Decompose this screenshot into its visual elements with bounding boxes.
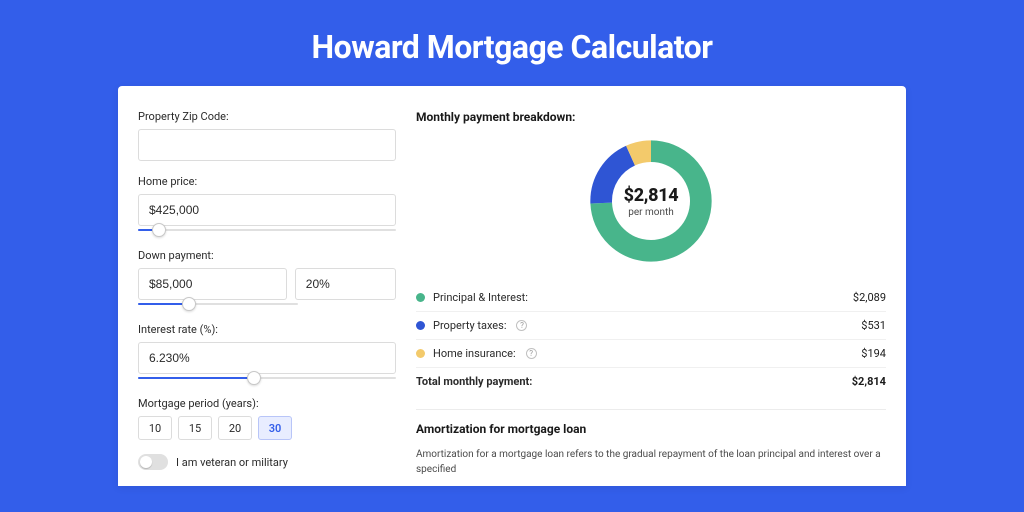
- interest-rate-input[interactable]: [138, 342, 396, 374]
- help-icon[interactable]: ?: [516, 320, 527, 331]
- legend-row: Principal & Interest: $2,089: [416, 284, 886, 312]
- zip-field: Property Zip Code:: [138, 110, 396, 161]
- donut-amount: $2,814: [624, 185, 679, 206]
- calculator-card: Property Zip Code: Home price: Down paym…: [118, 86, 906, 486]
- home-price-label: Home price:: [138, 175, 396, 188]
- veteran-row: I am veteran or military: [138, 454, 396, 470]
- interest-rate-field: Interest rate (%):: [138, 323, 396, 383]
- amortization-section: Amortization for mortgage loan Amortizat…: [416, 409, 886, 477]
- help-icon[interactable]: ?: [526, 348, 537, 359]
- period-label: Mortgage period (years):: [138, 397, 396, 410]
- legend: Principal & Interest: $2,089 Property taxe…: [416, 284, 886, 368]
- home-price-field: Home price:: [138, 175, 396, 235]
- veteran-label: I am veteran or military: [176, 456, 288, 469]
- legend-dot: [416, 293, 425, 302]
- period-field: Mortgage period (years): 10152030: [138, 397, 396, 440]
- legend-row: Property taxes:? $531: [416, 312, 886, 340]
- slider-thumb[interactable]: [247, 371, 261, 385]
- period-option-20[interactable]: 20: [218, 416, 252, 440]
- down-payment-amount-input[interactable]: [138, 268, 287, 300]
- home-price-input[interactable]: [138, 194, 396, 226]
- home-price-slider[interactable]: [138, 225, 396, 235]
- donut-chart: $2,814 per month: [416, 136, 886, 266]
- page-title: Howard Mortgage Calculator: [0, 0, 1024, 86]
- amortization-text: Amortization for a mortgage loan refers …: [416, 448, 886, 477]
- amortization-heading: Amortization for mortgage loan: [416, 422, 886, 436]
- veteran-toggle[interactable]: [138, 454, 168, 470]
- legend-dot: [416, 321, 425, 330]
- legend-value: $194: [861, 347, 886, 360]
- legend-value: $2,089: [853, 291, 886, 304]
- slider-thumb[interactable]: [182, 297, 196, 311]
- period-option-15[interactable]: 15: [178, 416, 212, 440]
- zip-label: Property Zip Code:: [138, 110, 396, 123]
- zip-input[interactable]: [138, 129, 396, 161]
- breakdown-panel: Monthly payment breakdown: $2,814 per mo…: [396, 110, 886, 486]
- down-payment-slider[interactable]: [138, 299, 298, 309]
- legend-row: Home insurance:? $194: [416, 340, 886, 368]
- total-label: Total monthly payment:: [416, 375, 532, 388]
- legend-label: Principal & Interest:: [433, 291, 528, 304]
- down-payment-percent-input[interactable]: [295, 268, 396, 300]
- breakdown-heading: Monthly payment breakdown:: [416, 110, 886, 124]
- down-payment-field: Down payment:: [138, 249, 396, 309]
- interest-rate-slider[interactable]: [138, 373, 396, 383]
- slider-thumb[interactable]: [152, 223, 166, 237]
- donut-subtext: per month: [628, 207, 674, 218]
- interest-rate-label: Interest rate (%):: [138, 323, 396, 336]
- period-option-30[interactable]: 30: [258, 416, 292, 440]
- down-payment-label: Down payment:: [138, 249, 396, 262]
- total-value: $2,814: [852, 375, 886, 388]
- legend-total-row: Total monthly payment: $2,814: [416, 368, 886, 395]
- legend-label: Home insurance:: [433, 347, 516, 360]
- form-panel: Property Zip Code: Home price: Down paym…: [138, 110, 396, 486]
- legend-dot: [416, 349, 425, 358]
- period-option-10[interactable]: 10: [138, 416, 172, 440]
- legend-value: $531: [861, 319, 886, 332]
- legend-label: Property taxes:: [433, 319, 506, 332]
